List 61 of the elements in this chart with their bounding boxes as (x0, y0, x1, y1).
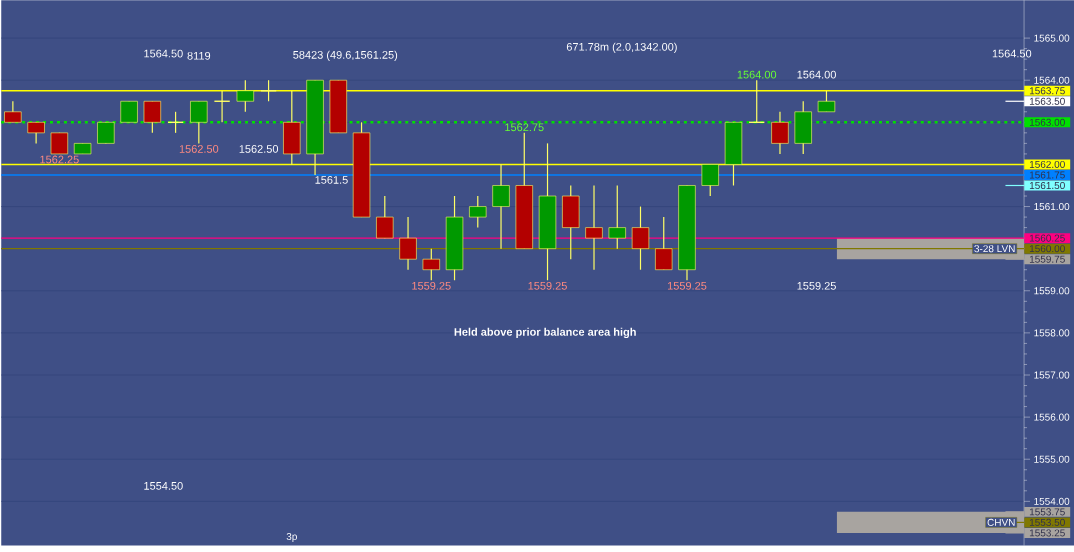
annotation: 671.78m (2.0,1342.00) (566, 42, 677, 54)
y-tick-label: 1558.00 (1034, 329, 1070, 337)
annotation: 1554.50 (144, 482, 183, 490)
candlestick (27, 121, 45, 145)
annotation: 1564.00 (797, 70, 836, 79)
candlestick (631, 206, 650, 271)
ref-line-label: 1561.75 (1029, 171, 1065, 179)
ref-line-label: 1553.75 (1029, 508, 1065, 516)
y-tick-label: 1565.00 (1034, 34, 1070, 42)
candlestick (376, 195, 394, 239)
ref-line-label: 1563.50 (1029, 97, 1065, 106)
x-tick-label: 3p (286, 533, 297, 543)
annotation: 1564.00 (737, 70, 777, 79)
y-tick-label: 1561.00 (1034, 203, 1070, 211)
annotation: 1559.25 (528, 282, 567, 290)
ref-line-label: 1553.25 (1029, 529, 1065, 537)
annotation: 1559.25 (667, 282, 707, 290)
y-tick-label: 1554.00 (1034, 498, 1070, 506)
ref-line-label: 1559.75 (1029, 255, 1065, 263)
y-tick-label: 1555.00 (1034, 455, 1070, 463)
y-tick-label: 1564.00 (1034, 76, 1070, 84)
ref-line-label: 1561.50 (1029, 182, 1065, 190)
annotation: 1561.5 (315, 176, 348, 185)
annotation: Held above prior balance area high (454, 327, 636, 339)
candlestick (399, 216, 417, 271)
annotation: 1564.50 (144, 49, 183, 58)
annotation: 1559.25 (412, 282, 451, 290)
candlestick (701, 164, 719, 197)
annotation: 8119 (187, 52, 211, 60)
candlestick (585, 185, 603, 271)
candlestick (771, 111, 789, 155)
annotation: 1564.50 (992, 49, 1032, 58)
annotation: 1562.75 (505, 123, 544, 132)
candlestick (50, 132, 69, 155)
ref-line-label: 1560.00 (1029, 245, 1065, 253)
ref-line-label: 1553.50 (1029, 519, 1065, 527)
candlestick (422, 248, 440, 282)
annotation: 1562.50 (179, 145, 219, 154)
candlestick (655, 216, 673, 271)
candlestick (4, 100, 22, 124)
y-tick-label: 1556.00 (1034, 413, 1070, 421)
ref-line-label: 1563.75 (1029, 87, 1065, 95)
ref-line-label: 1560.25 (1029, 234, 1065, 242)
candlestick (236, 79, 254, 113)
annotation: 1562.50 (239, 145, 279, 154)
annotation: 1559.25 (797, 282, 836, 290)
candlestick (469, 195, 487, 229)
candlestick (120, 100, 138, 124)
y-tick-label: 1557.00 (1034, 371, 1070, 379)
ref-line-label: 1562.00 (1029, 161, 1065, 169)
band-label: CHVN (987, 519, 1015, 527)
annotation: 1562.25 (40, 155, 79, 164)
y-tick-label: 1559.00 (1034, 287, 1070, 295)
candlestick (190, 100, 208, 145)
candlestick (143, 100, 162, 134)
candlestick (97, 121, 115, 145)
ref-line-label: 1563.00 (1029, 119, 1065, 127)
annotation: 58423 (49.6,1561.25) (293, 50, 398, 62)
candlestick (608, 185, 626, 250)
band-label: 3-28 LVN (974, 245, 1015, 253)
candlestick (492, 164, 510, 250)
